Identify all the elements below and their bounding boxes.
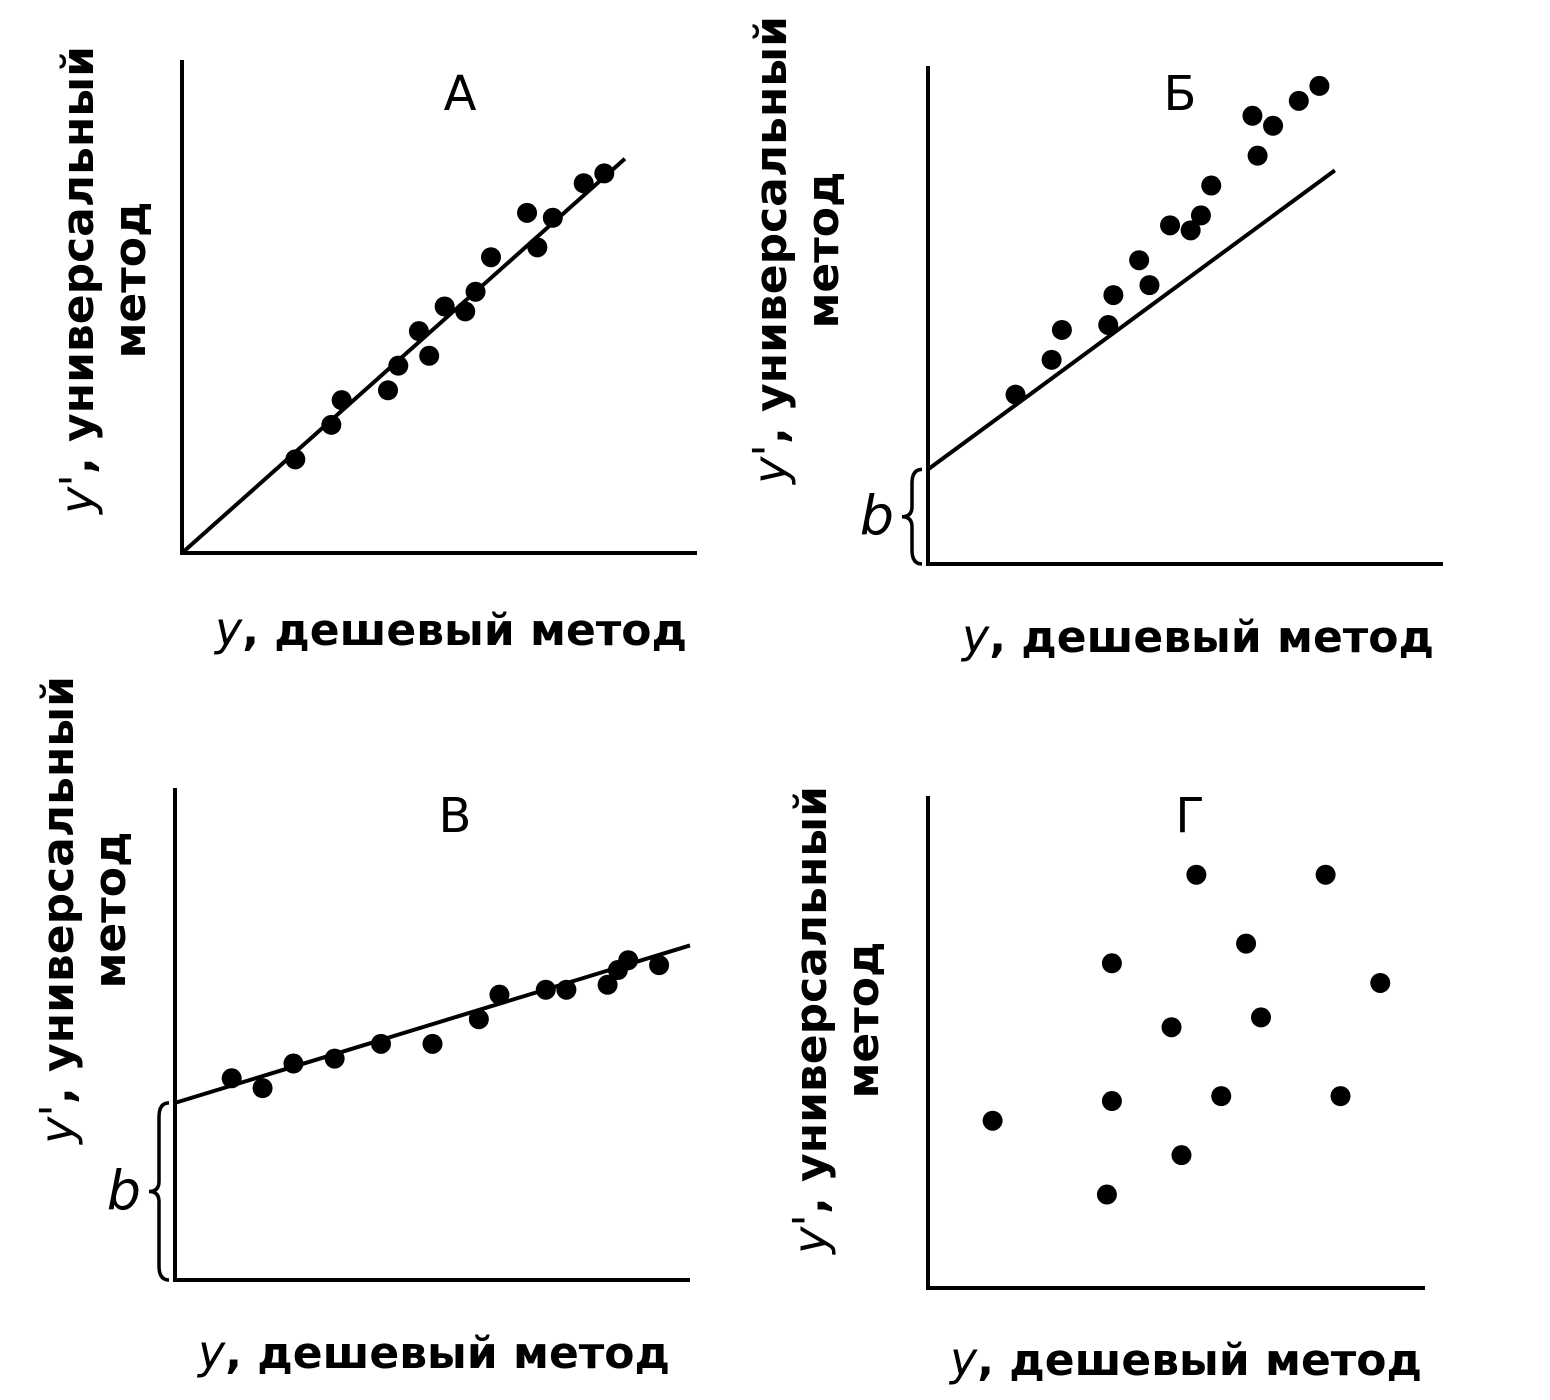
y-axis-label: y', универсальныйметод xyxy=(50,46,156,516)
chart-panel-3: Вy, дешевый метод y', универсальныйметод b xyxy=(30,676,691,1379)
data-point xyxy=(542,207,563,228)
data-point xyxy=(468,1009,489,1030)
panel-title: В xyxy=(439,788,472,844)
data-point xyxy=(1315,864,1336,885)
fit-line xyxy=(926,168,1337,471)
data-point xyxy=(982,1110,1003,1131)
data-point xyxy=(1330,1086,1351,1107)
axes xyxy=(926,796,1425,1290)
data-point xyxy=(535,979,556,1000)
axes xyxy=(926,66,1443,566)
x-axis-label: y, дешевый метод xyxy=(960,609,1434,663)
data-point xyxy=(489,984,510,1005)
data-point xyxy=(597,974,618,995)
data-point xyxy=(1139,275,1160,296)
data-point xyxy=(422,1033,443,1054)
data-point xyxy=(1250,1007,1271,1028)
panel-title: Б xyxy=(1164,66,1197,122)
fit-line xyxy=(174,943,691,1105)
x-axis-label: y, дешевый метод xyxy=(948,1332,1422,1386)
data-point xyxy=(221,1068,242,1089)
data-point xyxy=(1098,314,1119,335)
data-point xyxy=(1051,319,1072,340)
data-point xyxy=(1309,75,1330,96)
data-point xyxy=(573,173,594,194)
chart-panel-1: Аy, дешевый метод y', универсальныйметод xyxy=(50,46,697,656)
data-point xyxy=(1190,205,1211,226)
data-point xyxy=(1186,864,1207,885)
panel-title: Г xyxy=(1175,788,1204,844)
data-point xyxy=(1103,285,1124,306)
x-axis-label: y, дешевый метод xyxy=(213,602,687,656)
data-point xyxy=(1247,145,1268,166)
y-axis-label: y', универсальныйметод xyxy=(30,676,136,1146)
data-point xyxy=(465,281,486,302)
data-point xyxy=(1201,175,1222,196)
data-point xyxy=(1101,953,1122,974)
data-point xyxy=(434,296,455,317)
data-point xyxy=(285,449,306,470)
data-point xyxy=(1236,933,1257,954)
axes xyxy=(173,788,690,1282)
data-point xyxy=(371,1033,391,1054)
chart-panel-4: Гy, дешевый метод y', универсальныйметод xyxy=(783,786,1425,1386)
data-point xyxy=(1180,220,1201,241)
data-point xyxy=(388,355,409,376)
data-point xyxy=(594,163,615,184)
data-point xyxy=(331,390,352,411)
data-point xyxy=(481,247,501,268)
y-axis-label: y', универсальныйметод xyxy=(743,16,849,486)
data-point xyxy=(1211,1086,1232,1107)
data-point xyxy=(1263,115,1284,136)
intercept-label: b xyxy=(860,485,894,548)
data-point xyxy=(556,979,577,1000)
data-point xyxy=(1096,1184,1117,1205)
intercept-brace xyxy=(901,467,923,566)
intercept-brace xyxy=(148,1101,170,1282)
data-point xyxy=(517,202,538,223)
data-point xyxy=(1041,349,1062,370)
data-point xyxy=(1005,384,1026,405)
panel-title: А xyxy=(444,66,477,122)
data-point xyxy=(1101,1091,1122,1112)
data-point xyxy=(1370,972,1391,993)
data-point xyxy=(408,321,429,342)
data-point xyxy=(1129,250,1150,271)
data-point xyxy=(1161,1017,1182,1038)
y-axis-label: y', универсальныйметод xyxy=(783,786,889,1256)
data-point xyxy=(1242,105,1263,126)
data-point xyxy=(283,1053,304,1074)
data-point xyxy=(649,955,670,976)
x-axis-label: y, дешевый метод xyxy=(196,1325,670,1379)
data-point xyxy=(419,345,440,366)
data-point xyxy=(527,237,548,258)
data-point xyxy=(1288,90,1309,111)
data-point xyxy=(1171,1145,1192,1166)
data-point xyxy=(252,1078,273,1099)
data-point xyxy=(321,414,342,435)
intercept-label: b xyxy=(107,1159,141,1222)
data-point xyxy=(618,950,639,971)
data-point xyxy=(324,1048,345,1069)
data-point xyxy=(1160,215,1181,236)
data-point xyxy=(455,301,476,322)
data-point xyxy=(378,380,398,401)
